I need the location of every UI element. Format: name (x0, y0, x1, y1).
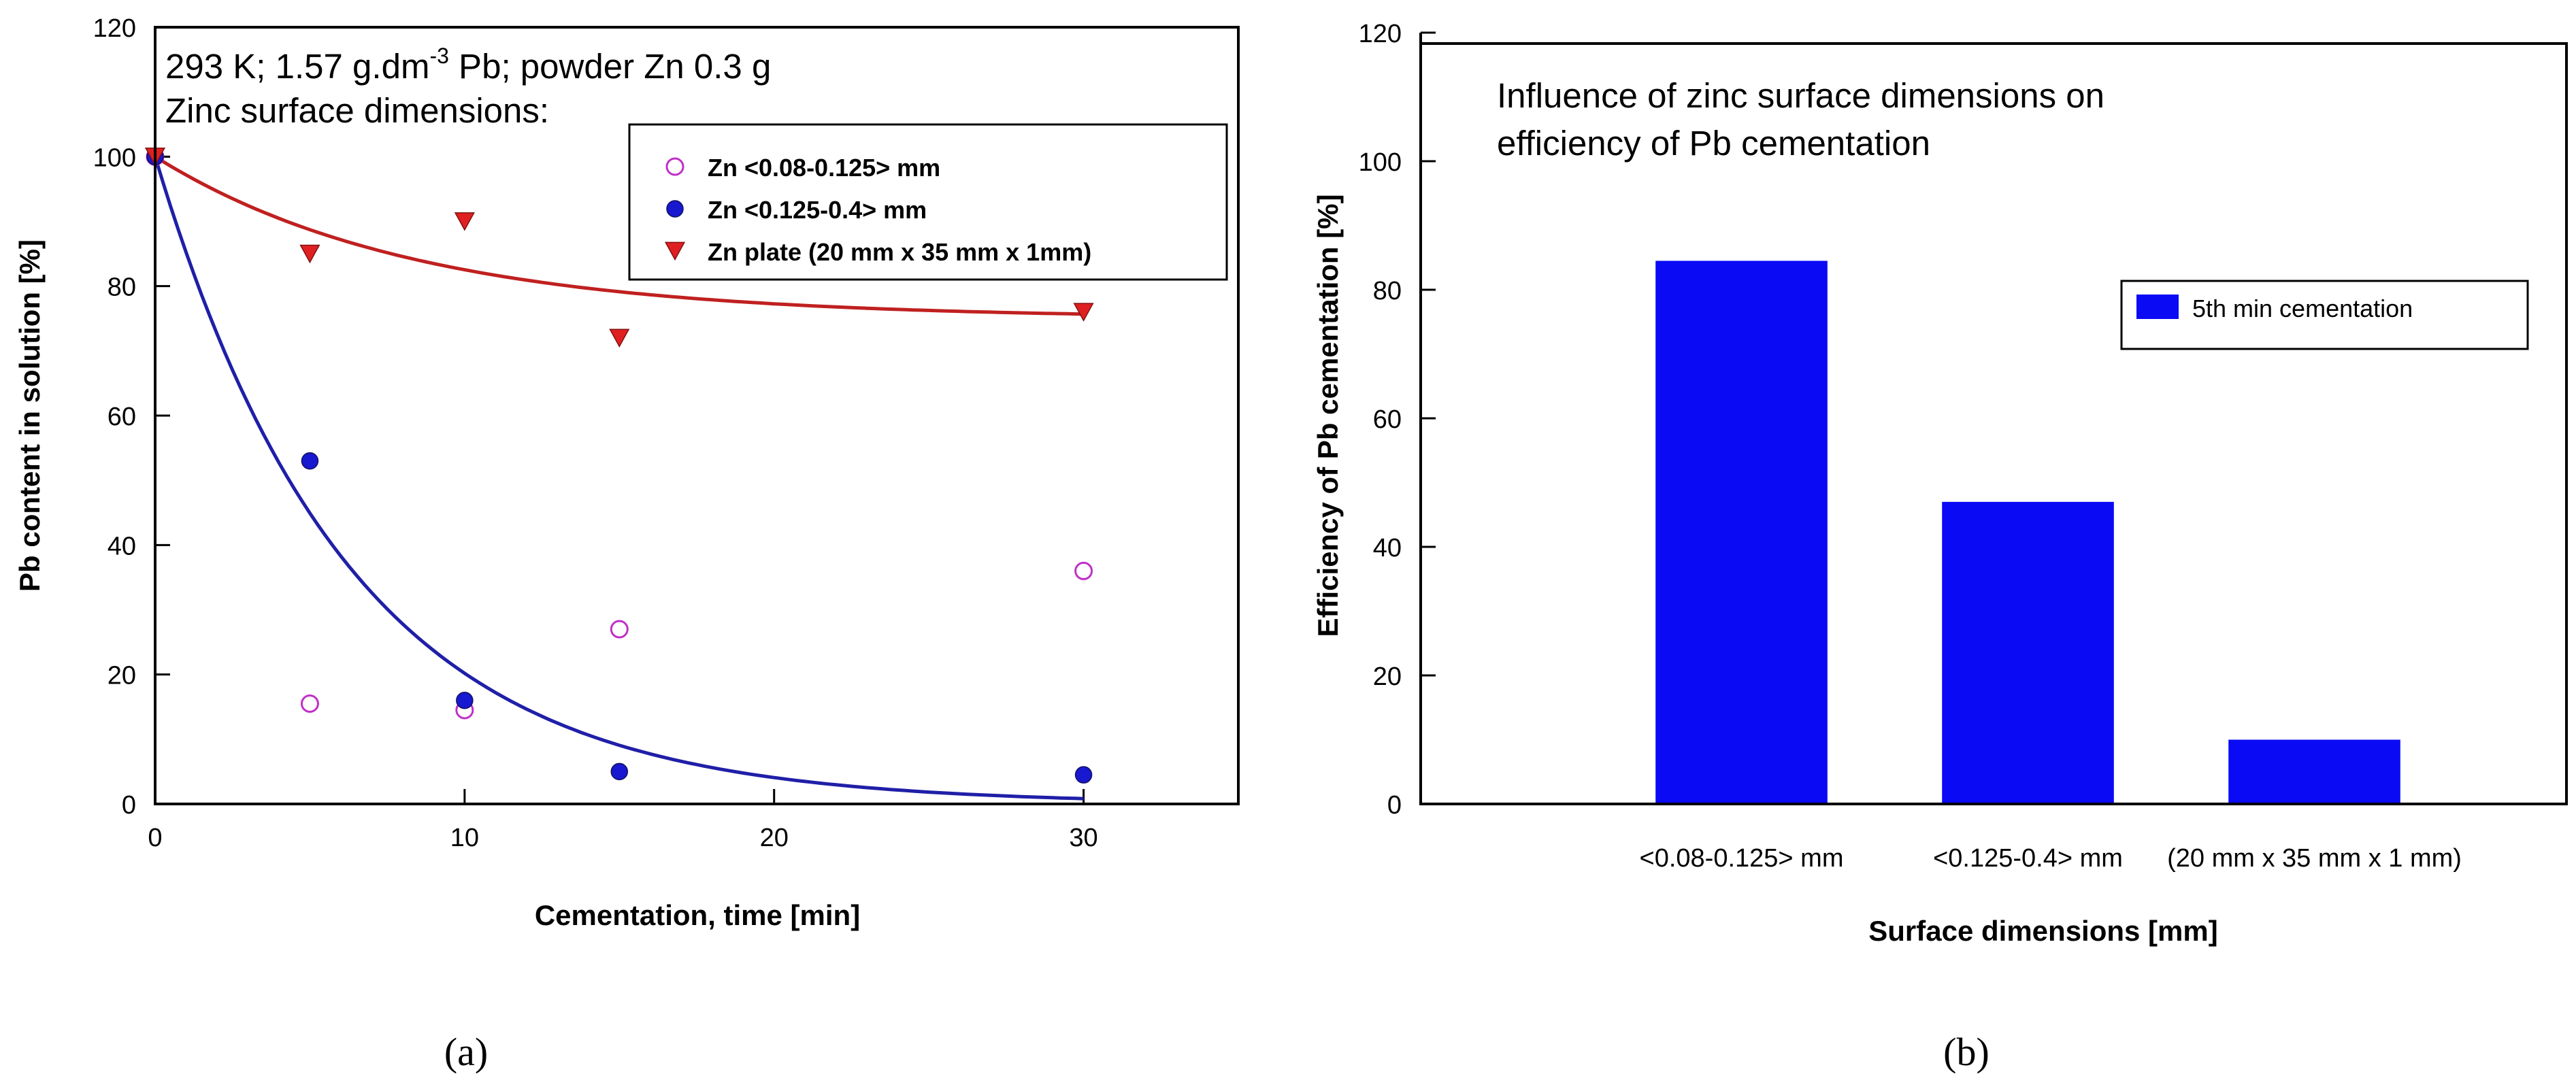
point-zn-0-125-0-4-mm (456, 691, 474, 709)
point-zn-0-08-0-125-mm (1074, 561, 1093, 580)
chart-b-y-tick-label: 0 (1387, 791, 1402, 820)
chart-a-y-tick-label: 100 (93, 144, 136, 172)
point-zn-0-125-0-4-mm (1074, 766, 1093, 784)
point-zn-plate-20-mm-x-35-mm-x-1mm (1073, 303, 1094, 322)
chart-b-title-line2: efficiency of Pb cementation (1497, 124, 1930, 163)
point-zn-0-08-0-125-mm (610, 620, 629, 639)
chart-a-x-tick-label: 0 (148, 824, 162, 852)
point-zn-plate-20-mm-x-35-mm-x-1mm (609, 329, 630, 348)
chart-b-x-tick-label: (20 mm x 35 mm x 1 mm) (2167, 844, 2462, 873)
fit-line-zn-plate-20-mm-x-35-mm-x-1mm (154, 155, 1084, 316)
chart-b-x-tick-label: <0.125-0.4> mm (1933, 844, 2123, 873)
chart-a-y-tick-label: 40 (108, 532, 136, 560)
chart-a-x-tick-label: 10 (450, 824, 479, 852)
point-zn-0-125-0-4-mm (301, 452, 319, 470)
fit-line-zn-0-125-0-4-mm (153, 156, 1084, 801)
legend-label-zn-plate-20-mm-x-35-mm-x-1mm: Zn plate (20 mm x 35 mm x 1mm) (708, 238, 1091, 266)
legend-marker-zn-0-125-0-4-mm (666, 200, 684, 218)
chart-a-y-tick-label: 60 (108, 403, 136, 431)
chart-a-y-tick-label: 20 (108, 662, 136, 690)
chart-b-title-line1: Influence of zinc surface dimensions on (1497, 76, 2104, 115)
chart-b-plot-frame (1419, 33, 2568, 805)
chart-a-x-label: Cementation, time [min] (535, 899, 860, 931)
legend-label-zn-0-125-0-4-mm: Zn <0.125-0.4> mm (708, 196, 927, 224)
chart-b-x-tick-label: <0.08-0.125> mm (1640, 844, 1844, 873)
chart-a-y-tick-label: 80 (108, 273, 136, 302)
chart-b-y-label: Efficiency of Pb cementation [%] (1312, 194, 1344, 637)
chart-b-y-tick-label: 80 (1373, 277, 1402, 305)
legend-marker-zn-0-08-0-125-mm (665, 157, 684, 176)
chart-b-x-tick-labels: <0.08-0.125> mm <0.125-0.4> mm (20 mm x 35… (1640, 844, 2462, 873)
chart-b-y-tick-label: 120 (1359, 20, 1402, 48)
point-zn-plate-20-mm-x-35-mm-x-1mm (299, 244, 320, 264)
chart-b-x-label: Surface dimensions [mm] (1868, 915, 2217, 947)
chart-a-y-tick-label: 120 (93, 14, 136, 43)
chart-a-legend: Zn <0.08-0.125> mm Zn <0.125-0.4> mm Zn pl… (628, 123, 1228, 281)
chart-b-y-tick-label: 100 (1359, 148, 1402, 177)
chart-a-y-tick-labels: 0 20 40 60 80 100 120 (93, 14, 136, 820)
chart-a-annotation-line2: Zinc surface dimensions: (165, 91, 549, 130)
chart-a-panel-label: (a) (444, 1030, 488, 1074)
chart-b-bars (1655, 261, 2400, 805)
chart-a-x-tick-label: 20 (760, 824, 789, 852)
point-zn-0-125-0-4-mm (610, 762, 629, 781)
chart-b-legend-box (2120, 280, 2529, 350)
chart-b-panel-label: (b) (1943, 1030, 1989, 1074)
chart-a-y-label: Pb content in solution [%] (14, 239, 46, 592)
chart-a: 0 20 40 60 80 100 120 0 10 20 30 293 K; 1.57 g.dm… (14, 14, 1240, 1074)
chart-a-x-tick-label: 30 (1069, 824, 1097, 852)
legend-swatch-5th-min-cementation (2136, 295, 2179, 319)
point-zn-plate-20-mm-x-35-mm-x-1mm (454, 212, 475, 231)
chart-a-legend-box (628, 123, 1228, 281)
chart-a-y-tick-label: 0 (122, 791, 136, 820)
chart-b-y-tick-labels: 0 20 40 60 80 100 120 (1359, 20, 1402, 820)
chart-a-x-tick-labels: 0 10 20 30 (148, 824, 1097, 852)
chart-a-annotation-line1: 293 K; 1.57 g.dm-3 Pb; powder Zn 0.3 g (165, 44, 771, 86)
legend-marker-zn-plate-20-mm-x-35-mm-x-1mm (664, 241, 686, 261)
legend-label-5th-min-cementation: 5th min cementation (2192, 295, 2413, 322)
chart-b-y-tick-label: 40 (1373, 534, 1402, 563)
chart-b: 0 20 40 60 80 100 120 <0.08-0.125> mm <0.125-0.… (1312, 20, 2568, 1074)
bar-0-08-0-125-mm (1655, 261, 1828, 805)
chart-b-y-tick-label: 20 (1373, 662, 1402, 691)
chart-a-fit-lines (153, 155, 1084, 801)
chart-b-y-tick-label: 60 (1373, 405, 1402, 434)
bar-0-125-0-4-mm (1942, 501, 2114, 804)
chart-a-plot-frame (154, 26, 1240, 805)
legend-label-zn-0-08-0-125-mm: Zn <0.08-0.125> mm (708, 154, 940, 182)
bar-20-mm-x-35-mm-x-1-mm (2228, 739, 2400, 804)
point-zn-0-08-0-125-mm (300, 694, 319, 713)
chart-b-legend: 5th min cementation (2120, 280, 2529, 350)
